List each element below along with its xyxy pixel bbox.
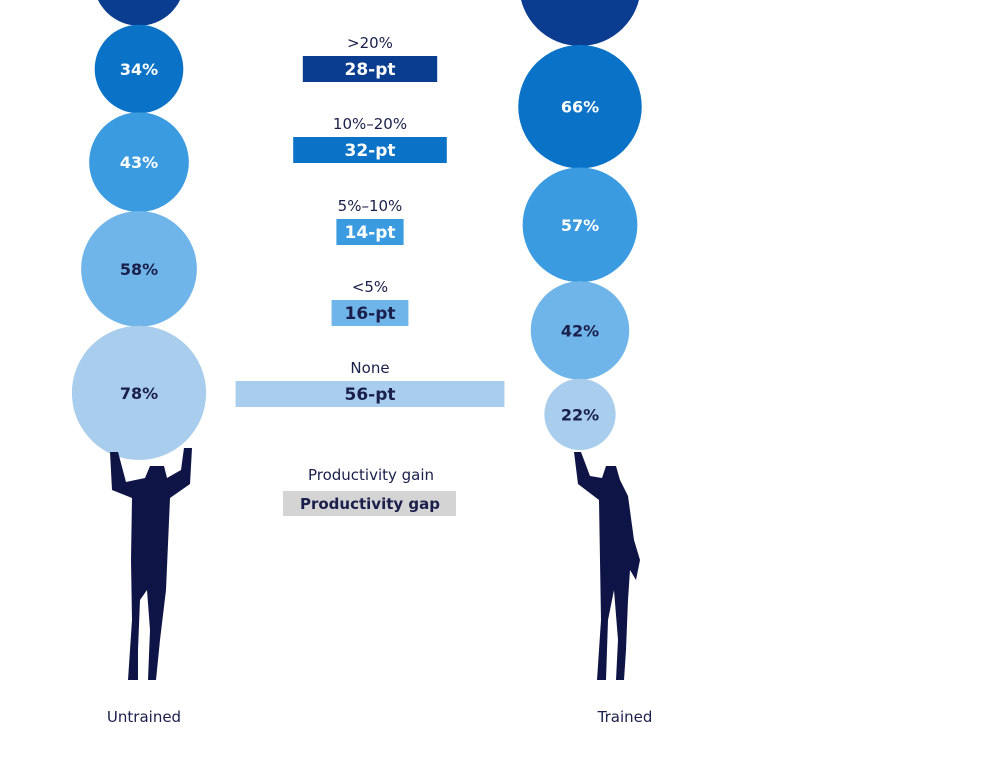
- trained-bubble-label-2: 66%: [561, 98, 599, 117]
- category-label-4: <5%: [352, 278, 388, 296]
- gap-bar-label-5: 56-pt: [344, 385, 395, 405]
- untrained-bubble-3: [89, 112, 189, 212]
- trained-bubble-label-5: 22%: [561, 405, 599, 424]
- untrained-bubble-label-5: 78%: [120, 384, 158, 403]
- trained-bubble-label-3: 57%: [561, 216, 599, 235]
- category-label-1: >20%: [347, 34, 393, 52]
- gap-bars: >20% 28-pt 10%–20% 32-pt 5%–10% 14-pt <5% 16-pt…: [235, 34, 505, 407]
- trained-bubble-5: [544, 378, 616, 450]
- gap-bar-label-4: 16-pt: [344, 304, 395, 324]
- trained-label: Trained: [597, 708, 653, 726]
- untrained-bubble-label-4: 58%: [120, 260, 158, 279]
- trained-bubble-4: [530, 281, 630, 380]
- trained-bubble-2: [518, 44, 642, 169]
- gap-bar-label-1: 28-pt: [344, 60, 395, 80]
- gap-bar-1: [302, 56, 438, 82]
- gap-bar-4: [331, 300, 409, 326]
- untrained-bubble-5: [71, 325, 207, 461]
- untrained-bubble-4: [81, 210, 197, 327]
- legend-productivity-gap-swatch: [283, 491, 456, 516]
- category-label-3: 5%–10%: [338, 197, 403, 215]
- trained-bubble-label-4: 42%: [561, 321, 599, 340]
- category-label-5: None: [350, 359, 389, 377]
- gap-bar-label-3: 14-pt: [344, 223, 395, 243]
- untrained-bubble-label-3: 43%: [120, 153, 158, 172]
- untrained-bubble-label-2: 34%: [120, 60, 158, 79]
- untrained-bubble-2: [94, 24, 184, 114]
- untrained-person-figure: [110, 448, 192, 680]
- gap-bar-5: [235, 381, 505, 407]
- untrained-bubble-1: [97, 0, 181, 26]
- trained-bubble-3: [522, 167, 638, 283]
- trained-person-figure: [574, 452, 640, 680]
- gap-bar-label-2: 32-pt: [344, 141, 395, 161]
- legend-productivity-gain: Productivity gain: [308, 466, 434, 484]
- untrained-bubbles: 36%34%43%58%78%: [71, 0, 207, 461]
- trained-bubbles: 64%66%57%42%22%: [518, 0, 642, 450]
- untrained-label: Untrained: [107, 708, 181, 726]
- gap-bar-3: [336, 219, 404, 245]
- category-label-2: 10%–20%: [333, 115, 407, 133]
- gap-bar-2: [293, 137, 447, 163]
- legend-productivity-gap: Productivity gap: [300, 495, 440, 513]
- trained-bubble-1: [521, 0, 639, 46]
